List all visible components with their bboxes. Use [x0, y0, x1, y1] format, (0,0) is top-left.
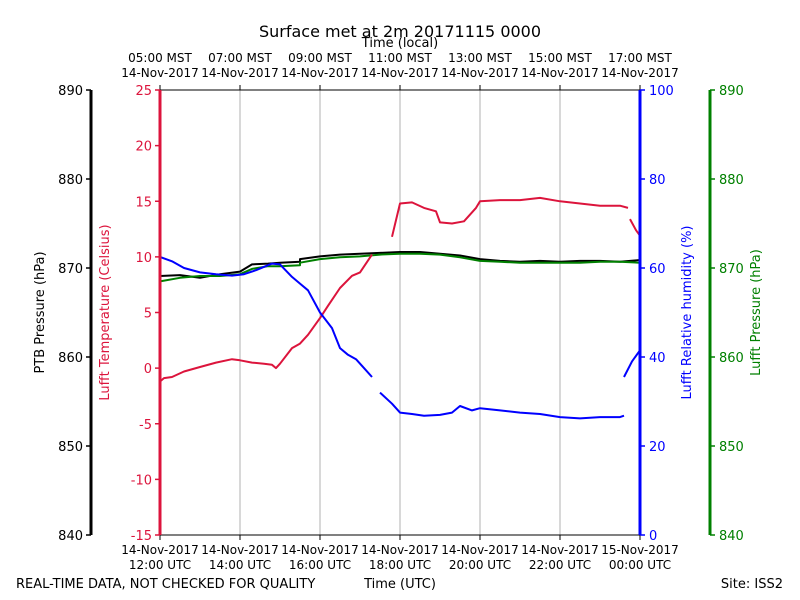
series-lufft-relative-humidity: [623, 349, 641, 378]
y-tick-label-ptb: 860: [58, 351, 83, 366]
x-tick-label-time: 18:00 UTC: [369, 558, 431, 572]
y-tick-label-rh: 80: [649, 173, 666, 188]
top-tick-label-time: 09:00 MST: [288, 51, 352, 65]
top-tick-label-date: 14-Nov-2017: [281, 66, 359, 80]
top-tick-label-time: 07:00 MST: [208, 51, 272, 65]
y-tick-label-lp: 860: [719, 351, 744, 366]
top-axis-label: Time (local): [361, 36, 438, 51]
y-tick-label-rh: 60: [649, 262, 666, 277]
footer-right: Site: ISS2: [721, 577, 783, 592]
y-axis-label-rh: Lufft Relative humidity (%): [680, 225, 695, 399]
y-tick-label-temp: 0: [144, 362, 152, 377]
chart-title: Surface met at 2m 20171115 0000: [259, 22, 541, 41]
y-tick-label-temp: 5: [144, 307, 152, 322]
y-tick-label-lp: 870: [719, 262, 744, 277]
y-tick-label-ptb: 870: [58, 262, 83, 277]
series-lufft-relative-humidity: [159, 255, 373, 378]
top-tick-label-date: 14-Nov-2017: [521, 66, 599, 80]
x-tick-label-time: 16:00 UTC: [289, 558, 351, 572]
series-lufft-relative-humidity: [379, 391, 625, 420]
x-tick-label-time: 22:00 UTC: [529, 558, 591, 572]
x-tick-label-date: 14-Nov-2017: [121, 543, 199, 557]
top-tick-label-date: 14-Nov-2017: [121, 66, 199, 80]
y-tick-label-temp: 20: [135, 140, 152, 155]
y-axis-label-temp: Lufft Temperature (Celsius): [98, 224, 113, 400]
x-tick-label-time: 14:00 UTC: [209, 558, 271, 572]
y-tick-label-lp: 890: [719, 84, 744, 99]
top-tick-label-date: 14-Nov-2017: [441, 66, 519, 80]
labels-group: Surface met at 2m 20171115 0000 Time (lo…: [16, 22, 783, 592]
series-lufft-temperature: [391, 196, 629, 238]
y-tick-label-rh: 100: [649, 84, 674, 99]
grid-lines: [239, 90, 561, 535]
y-tick-label-rh: 20: [649, 440, 666, 455]
y-tick-label-rh: 0: [649, 529, 657, 544]
y-tick-label-ptb: 890: [58, 84, 83, 99]
x-tick-label-date: 15-Nov-2017: [601, 543, 679, 557]
x-tick-label-date: 14-Nov-2017: [521, 543, 599, 557]
y-tick-label-ptb: 880: [58, 173, 83, 188]
footer-left: REAL-TIME DATA, NOT CHECKED FOR QUALITY: [16, 577, 315, 592]
top-tick-label-time: 05:00 MST: [128, 51, 192, 65]
top-tick-label-date: 14-Nov-2017: [601, 66, 679, 80]
x-tick-label-date: 14-Nov-2017: [281, 543, 359, 557]
x-tick-label-date: 14-Nov-2017: [361, 543, 439, 557]
top-tick-label-time: 13:00 MST: [448, 51, 512, 65]
x-tick-label-time: 00:00 UTC: [609, 558, 671, 572]
y-axis-label-ptb: PTB Pressure (hPa): [33, 251, 48, 373]
y-tick-label-temp: -5: [139, 418, 152, 433]
x-tick-label-date: 14-Nov-2017: [201, 543, 279, 557]
data-series: [159, 196, 641, 420]
series-ptb-pressure: [159, 251, 641, 279]
y-axis-label-lp: Lufft Pressure (hPa): [749, 249, 764, 376]
y-tick-label-temp: 25: [135, 84, 152, 99]
y-tick-label-lp: 850: [719, 440, 744, 455]
y-tick-label-temp: 15: [135, 195, 152, 210]
series-lufft-temperature: [159, 254, 373, 383]
x-tick-label-date: 14-Nov-2017: [441, 543, 519, 557]
x-axis-label: Time (UTC): [363, 577, 436, 592]
y-tick-label-lp: 840: [719, 529, 744, 544]
y-tick-label-ptb: 840: [58, 529, 83, 544]
x-tick-label-time: 20:00 UTC: [449, 558, 511, 572]
y-tick-label-temp: 10: [135, 251, 152, 266]
y-tick-label-lp: 880: [719, 173, 744, 188]
x-tick-label-time: 12:00 UTC: [129, 558, 191, 572]
top-tick-label-time: 15:00 MST: [528, 51, 592, 65]
y-tick-label-ptb: 850: [58, 440, 83, 455]
top-tick-label-date: 14-Nov-2017: [361, 66, 439, 80]
series-lufft-pressure: [159, 252, 641, 283]
y-tick-label-rh: 40: [649, 351, 666, 366]
top-tick-label-date: 14-Nov-2017: [201, 66, 279, 80]
y-tick-label-temp: -15: [131, 529, 152, 544]
y-tick-label-temp: -10: [131, 473, 152, 488]
top-tick-label-time: 11:00 MST: [368, 51, 432, 65]
top-tick-label-time: 17:00 MST: [608, 51, 672, 65]
